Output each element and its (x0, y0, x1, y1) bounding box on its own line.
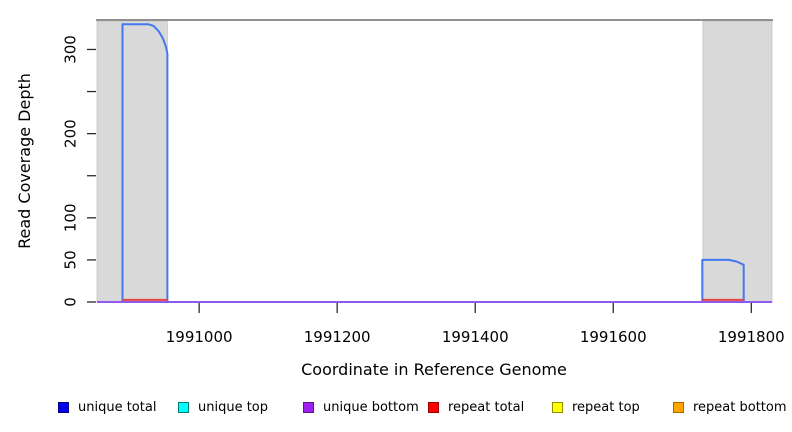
x-tick-label: 1991200 (304, 328, 371, 346)
y-axis-title: Read Coverage Depth (15, 73, 34, 249)
y-tick-label: 300 (61, 35, 79, 64)
series-unique-total (97, 23, 772, 303)
x-tick-label: 1991400 (442, 328, 509, 346)
legend-item-unique-bottom: unique bottom (303, 398, 419, 416)
legend-label: unique total (78, 399, 157, 415)
y-tick-label: 50 (62, 250, 80, 269)
legend-item-unique-top: unique top (178, 398, 268, 416)
coverage-series (97, 23, 772, 303)
repeat-bottom-swatch-icon (673, 401, 684, 413)
legend-label: repeat bottom (693, 399, 787, 415)
x-axis-title: Coordinate in Reference Genome (301, 360, 567, 379)
coverage-plot: 1991000 1991200 1991400 1991600 1991800 0 50 10… (15, 19, 785, 379)
y-tick-label: 200 (62, 119, 80, 148)
x-tick-label: 1991800 (718, 328, 785, 346)
legend-label: unique top (198, 399, 269, 415)
repeat-total-swatch-icon (428, 401, 439, 413)
unique-total-swatch-icon (58, 401, 69, 413)
repeat-region (702, 20, 773, 303)
legend: unique total unique top unique bottom re… (0, 398, 792, 418)
repeat-top-swatch-icon (552, 401, 563, 413)
legend-label: repeat top (572, 399, 640, 415)
y-tick-label: 100 (62, 204, 80, 233)
x-tick-label: 1991000 (166, 328, 233, 346)
repeat-region (96, 20, 168, 303)
unique-top-swatch-icon (178, 401, 189, 413)
x-tick-label: 1991600 (580, 328, 647, 346)
legend-label: repeat total (448, 399, 525, 415)
legend-item-repeat-total: repeat total (428, 398, 524, 416)
legend-item-unique-total: unique total (58, 398, 156, 416)
y-tick-label: 0 (62, 297, 80, 307)
repeat-region-shading (96, 20, 773, 303)
axes: 1991000 1991200 1991400 1991600 1991800 0 50 10… (61, 35, 784, 346)
legend-item-repeat-bottom: repeat bottom (673, 398, 787, 416)
legend-label: unique bottom (323, 399, 419, 415)
unique-bottom-swatch-icon (303, 401, 314, 413)
legend-item-repeat-top: repeat top (552, 398, 640, 416)
